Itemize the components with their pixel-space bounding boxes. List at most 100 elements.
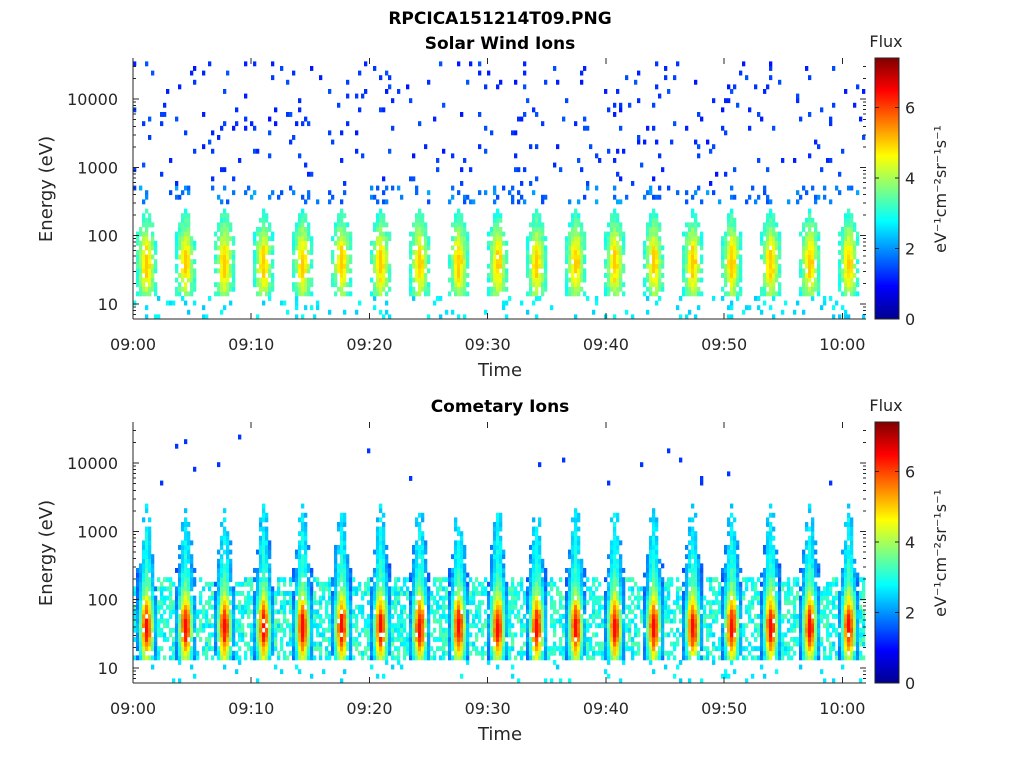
- heatmap-cell: [454, 545, 458, 550]
- heatmap-cell: [379, 236, 383, 242]
- heatmap-cell: [460, 604, 464, 610]
- heatmap-cell: [310, 245, 314, 251]
- heatmap-cell: [526, 655, 530, 661]
- heatmap-cell: [454, 236, 458, 242]
- heatmap-cell: [337, 526, 341, 532]
- heatmap-cell: [193, 568, 197, 573]
- heatmap-cell: [238, 660, 242, 665]
- heatmap-cell: [328, 637, 332, 642]
- heatmap-cell: [514, 591, 518, 596]
- heatmap-cell: [214, 614, 218, 619]
- heatmap-cell: [142, 572, 146, 578]
- heatmap-cell: [466, 245, 470, 251]
- heatmap-cell: [298, 627, 302, 633]
- heatmap-cell: [769, 286, 773, 292]
- heatmap-cell: [538, 282, 542, 288]
- heatmap-cell: [382, 236, 386, 242]
- heatmap-cell: [502, 609, 506, 615]
- heatmap-cell: [862, 89, 866, 94]
- heatmap-cell: [151, 231, 155, 237]
- heatmap-cell: [184, 581, 188, 587]
- heatmap-cell: [145, 572, 149, 578]
- heatmap-cell: [259, 231, 263, 237]
- heatmap-cell: [220, 263, 224, 269]
- heatmap-cell: [727, 259, 731, 265]
- heatmap-cell: [226, 554, 230, 560]
- heatmap-cell: [421, 222, 425, 228]
- heatmap-cell: [649, 185, 653, 191]
- heatmap-cell: [517, 116, 521, 122]
- heatmap-cell: [232, 623, 236, 629]
- heatmap-cell: [844, 314, 848, 320]
- heatmap-cell: [523, 591, 527, 596]
- heatmap-cell: [625, 75, 629, 81]
- heatmap-cell: [433, 577, 437, 583]
- heatmap-cell: [841, 245, 845, 251]
- heatmap-cell: [421, 623, 425, 629]
- heatmap-cell: [385, 282, 389, 288]
- heatmap-cell: [412, 577, 416, 583]
- heatmap-cell: [739, 236, 743, 242]
- heatmap-cell: [343, 641, 347, 647]
- heatmap-cell: [574, 121, 578, 127]
- heatmap-cell: [328, 623, 332, 629]
- heatmap-cell: [172, 609, 176, 615]
- heatmap-cell: [133, 637, 137, 642]
- heatmap-cell: [778, 268, 782, 274]
- heatmap-cell: [220, 572, 224, 578]
- heatmap-cell: [517, 591, 521, 596]
- heatmap-cell: [301, 650, 305, 656]
- heatmap-cell: [442, 637, 446, 642]
- heatmap-cell: [346, 581, 350, 587]
- heatmap-cell: [220, 250, 224, 255]
- heatmap-cell: [424, 282, 428, 288]
- heatmap-cell: [181, 623, 185, 629]
- heatmap-cell: [343, 572, 347, 578]
- heatmap-cell: [499, 250, 503, 255]
- heatmap-cell: [310, 604, 314, 610]
- heatmap-cell: [253, 632, 257, 638]
- heatmap-cell: [187, 185, 191, 191]
- heatmap-cell: [277, 591, 281, 596]
- heatmap-cell: [658, 222, 662, 228]
- heatmap-cell: [505, 273, 509, 278]
- heatmap-cell: [271, 273, 275, 278]
- heatmap-cell: [463, 236, 467, 242]
- heatmap-cell: [268, 194, 272, 200]
- heatmap-cell: [226, 236, 230, 242]
- heatmap-cell: [280, 604, 284, 610]
- heatmap-cell: [136, 609, 140, 615]
- heatmap-cell: [262, 554, 266, 560]
- heatmap-cell: [613, 185, 617, 191]
- heatmap-cell: [403, 650, 407, 656]
- heatmap-cell: [556, 586, 560, 592]
- heatmap-cell: [175, 618, 179, 624]
- heatmap-cell: [304, 614, 308, 619]
- heatmap-cell: [265, 213, 269, 219]
- heatmap-cell: [181, 614, 185, 619]
- heatmap-cell: [565, 637, 569, 642]
- heatmap-cell: [259, 554, 263, 560]
- heatmap-cell: [355, 148, 359, 154]
- heatmap-cell: [331, 254, 335, 260]
- heatmap-cell: [796, 98, 800, 104]
- heatmap-cell: [340, 512, 344, 518]
- heatmap-cell: [541, 623, 545, 629]
- heatmap-cell: [184, 600, 188, 606]
- heatmap-cell: [457, 604, 461, 610]
- heatmap-cell: [316, 646, 320, 652]
- heatmap-cell: [841, 236, 845, 242]
- heatmap-cell: [838, 277, 842, 283]
- heatmap-cell: [220, 236, 224, 242]
- heatmap-cell: [298, 263, 302, 269]
- heatmap-cell: [613, 250, 617, 255]
- heatmap-cell: [463, 250, 467, 255]
- heatmap-cell: [178, 618, 182, 624]
- heatmap-cell: [298, 236, 302, 242]
- heatmap-cell: [295, 664, 299, 670]
- heatmap-cell: [433, 300, 437, 306]
- heatmap-cell: [391, 591, 395, 596]
- heatmap-cell: [379, 245, 383, 251]
- heatmap-cell: [346, 586, 350, 592]
- heatmap-cell: [403, 604, 407, 610]
